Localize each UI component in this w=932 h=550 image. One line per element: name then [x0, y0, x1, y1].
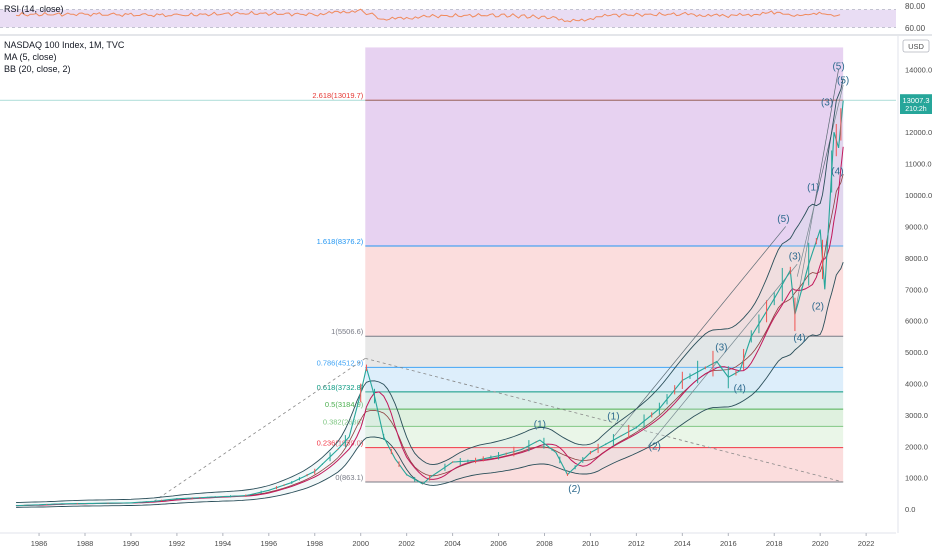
- y-tick-label: 2000.0: [905, 442, 928, 451]
- fibonacci-level-label: 0.618(3732.8): [317, 383, 364, 392]
- currency-label: USD: [908, 42, 924, 51]
- x-tick-label: 2002: [398, 539, 415, 548]
- fibonacci-zone: [365, 409, 844, 427]
- x-tick-label: 1988: [77, 539, 94, 548]
- wave-label: (1): [534, 419, 546, 430]
- rsi-tick-label: 80.00: [905, 2, 926, 11]
- x-tick-label: 1994: [215, 539, 232, 548]
- fibonacci-level-label: 0.5(3184.9): [325, 400, 364, 409]
- y-axis: 14000.013000.012000.011000.010000.09000.…: [897, 36, 932, 533]
- indicator-bb-label[interactable]: BB (20, close, 2): [4, 64, 71, 74]
- wave-label: (2): [812, 302, 824, 313]
- wave-label: (4): [831, 167, 843, 178]
- rsi-band: [0, 9, 896, 28]
- fibonacci-zone: [365, 367, 844, 392]
- trend-line: [796, 85, 844, 277]
- x-tick-label: 2018: [766, 539, 783, 548]
- fibonacci-zone: [365, 246, 844, 337]
- fibonacci-zone: [365, 391, 844, 410]
- rsi-panel: RSI (14, close) 80.00 60.00: [0, 2, 926, 33]
- x-tick-label: 1996: [260, 539, 277, 548]
- last-price-label: 13007.3: [902, 96, 929, 105]
- x-tick-label: 2014: [674, 539, 691, 548]
- x-tick-label: 2006: [490, 539, 507, 548]
- rsi-title: RSI (14, close): [4, 4, 64, 14]
- trend-line: [647, 263, 798, 447]
- y-tick-label: 7000.0: [905, 285, 928, 294]
- y-tick-label: 11000.0: [905, 160, 932, 169]
- wave-label: (1): [807, 182, 819, 193]
- fibonacci-level-label: 0.786(4512.9): [317, 358, 364, 367]
- x-tick-label: 2012: [628, 539, 645, 548]
- price-line: [16, 100, 844, 507]
- fibonacci-zone: [365, 426, 844, 448]
- fibonacci-zone: [365, 336, 844, 368]
- currency-badge[interactable]: [902, 39, 930, 53]
- x-tick-label: 2016: [720, 539, 737, 548]
- wave-label: (4): [793, 333, 805, 344]
- trend-line: [794, 69, 839, 315]
- fibonacci-level-label: 1(5506.6): [331, 327, 364, 336]
- y-tick-label: 3000.0: [905, 411, 928, 420]
- x-axis: 1986 1988 1990 1992 1994 1996 1998 2000 2002 2004…: [0, 532, 896, 548]
- wave-label: (5): [777, 214, 789, 225]
- last-time-label: 210:2h: [905, 106, 927, 113]
- x-tick-label: 2010: [582, 539, 599, 548]
- trend-lines: [153, 69, 844, 502]
- y-tick-label: 0.0: [905, 505, 915, 514]
- elliott-wave-labels: (1) (2) (1) (2) (3) (4) (5) (3) (4) (1) (2) (3) (4) (…: [534, 61, 849, 494]
- trend-line: [153, 358, 366, 502]
- wave-label: (3): [715, 343, 727, 354]
- y-tick-label: 6000.0: [905, 317, 928, 326]
- rsi-tick-label: 60.00: [905, 24, 926, 33]
- last-time-marker: [900, 103, 932, 114]
- x-tick-label: 2000: [352, 539, 369, 548]
- indicator-ma-label[interactable]: MA (5, close): [4, 52, 57, 62]
- bollinger-lower: [16, 262, 844, 508]
- wave-label: (3): [821, 98, 833, 109]
- x-tick-label: 2022: [858, 539, 875, 548]
- bollinger-upper: [16, 78, 844, 503]
- fibonacci-level-label: 0.382(2636): [323, 417, 364, 426]
- fibonacci-zones: [365, 47, 844, 483]
- trend-line: [613, 226, 786, 438]
- x-tick-label: 1998: [306, 539, 323, 548]
- y-tick-label: 1000.0: [905, 474, 928, 483]
- y-tick-label: 8000.0: [905, 254, 928, 263]
- y-tick-label: 10000.0: [905, 191, 932, 200]
- chart-title: NASDAQ 100 Index, 1M, TVC: [4, 40, 125, 50]
- wave-label: (3): [789, 251, 801, 262]
- fibonacci-zone: [365, 47, 844, 247]
- y-tick-label: 12000.0: [905, 128, 932, 137]
- y-tick-label: 9000.0: [905, 222, 928, 231]
- y-tick-label: 14000.0: [905, 65, 932, 74]
- fibonacci-level-label: 0(863.1): [335, 473, 363, 482]
- fibonacci-level-label: 2.618(13019.7): [312, 91, 363, 100]
- rsi-line: [16, 8, 841, 23]
- x-tick-label: 2008: [536, 539, 553, 548]
- wave-label: (4): [734, 383, 746, 394]
- x-tick-label: 2020: [812, 539, 829, 548]
- y-tick-label: 4000.0: [905, 380, 928, 389]
- x-tick-label: 1990: [123, 539, 140, 548]
- wave-label: (2): [649, 441, 661, 452]
- x-tick-label: 1992: [169, 539, 186, 548]
- x-tick-label: 1986: [31, 539, 48, 548]
- fibonacci-level-label: 1.618(8376.2): [317, 237, 364, 246]
- fibonacci-levels: 2.618(13019.7) 1.618(8376.2) 1(5506.6) 0.78…: [0, 91, 896, 483]
- wave-label: (5): [837, 76, 849, 87]
- price-series: [15, 100, 844, 507]
- trend-line: [365, 357, 844, 483]
- wave-label: (2): [568, 484, 580, 495]
- y-tick-label: 5000.0: [905, 348, 928, 357]
- wave-label: (5): [832, 61, 844, 72]
- wave-label: (1): [607, 412, 619, 423]
- x-tick-label: 2004: [444, 539, 461, 548]
- fibonacci-level-label: 0.236(1959.0): [317, 439, 364, 448]
